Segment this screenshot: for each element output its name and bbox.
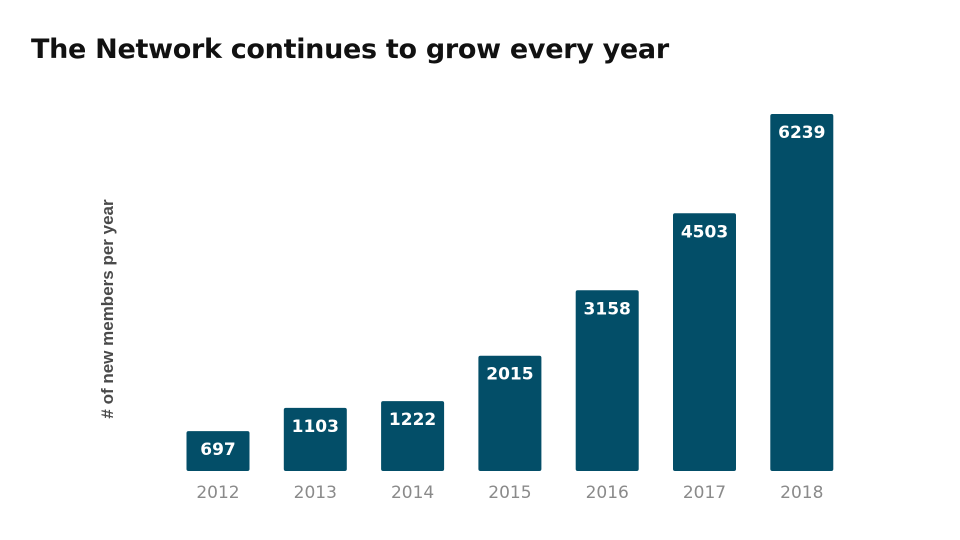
- bar-value-label-2012: 697: [200, 440, 236, 460]
- x-tick-2016: 2016: [586, 483, 629, 503]
- bar-2016: [575, 290, 639, 471]
- bar-value-label-2017: 4503: [681, 222, 728, 242]
- slide-title: The Network continues to grow every year: [31, 34, 669, 65]
- x-tick-2015: 2015: [488, 483, 531, 503]
- bar-value-label-2016: 3158: [584, 299, 631, 319]
- bar-value-label-2014: 1222: [389, 410, 436, 430]
- bar-2015: [478, 355, 542, 471]
- bar-value-label-2018: 6239: [778, 123, 825, 143]
- x-tick-2014: 2014: [391, 483, 434, 503]
- bar-2017: [673, 213, 736, 472]
- bar-value-label-2015: 2015: [486, 365, 533, 385]
- x-ticks-group: 2012 2013 2014 2015 2016 2017 2018: [196, 483, 823, 503]
- x-tick-2018: 2018: [780, 483, 823, 503]
- bar-2013: [283, 407, 347, 471]
- bars-group: [186, 114, 834, 472]
- x-tick-2013: 2013: [294, 483, 337, 503]
- bar-value-label-2013: 1103: [292, 417, 339, 437]
- x-tick-2017: 2017: [683, 483, 726, 503]
- bar-2018: [770, 114, 834, 471]
- value-labels-group: 697 1103 1222 2015 3158 4503 6239: [200, 123, 825, 460]
- y-axis-label: # of new members per year: [98, 199, 117, 419]
- bar-2014: [381, 401, 445, 471]
- bar-2012: [186, 431, 250, 471]
- x-tick-2012: 2012: [196, 483, 239, 503]
